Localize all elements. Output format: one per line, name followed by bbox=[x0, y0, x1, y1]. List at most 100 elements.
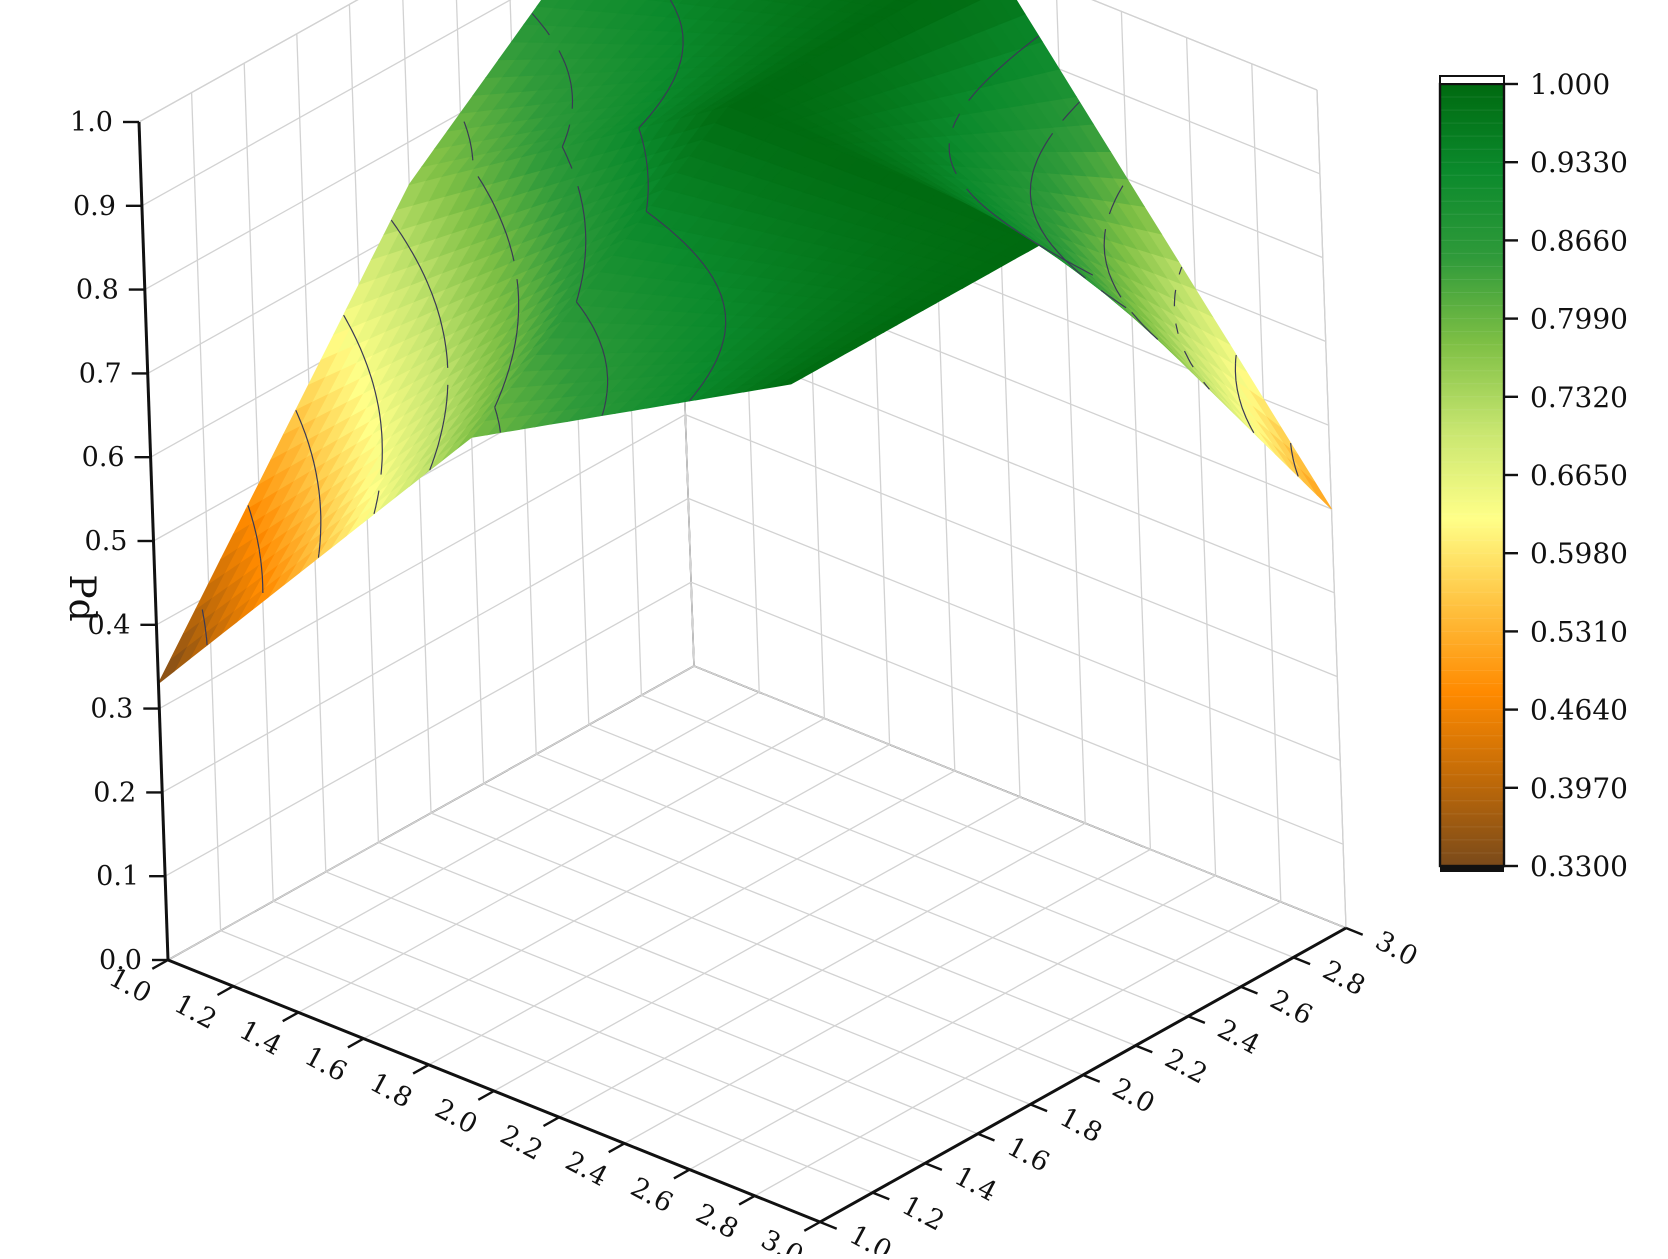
z-tick-label: 0.2 bbox=[93, 777, 136, 808]
surface-patch bbox=[849, 0, 875, 6]
surface-patch bbox=[552, 0, 577, 10]
x-tick-mark bbox=[1082, 1073, 1101, 1083]
axes bbox=[123, 120, 1364, 1232]
surface bbox=[157, 0, 1332, 684]
surface-patch bbox=[710, 0, 738, 10]
colorbar-tick-label: 0.5310 bbox=[1530, 615, 1628, 648]
wall-grid-line bbox=[1091, 0, 1318, 91]
colorbar-cap-bottom bbox=[1440, 866, 1504, 872]
x-tick-label: 3.0 bbox=[1370, 925, 1422, 973]
z-tick-label: 0.5 bbox=[85, 526, 128, 557]
z-tick-label: 0.7 bbox=[79, 358, 122, 389]
y-tick-label: 2.4 bbox=[560, 1146, 612, 1194]
x-tick-label: 1.0 bbox=[844, 1219, 896, 1254]
floor-grid-line bbox=[624, 848, 1151, 1144]
x-tick-mark bbox=[1292, 956, 1311, 966]
x-tick-mark bbox=[1240, 985, 1258, 995]
floor-grid-line bbox=[693, 665, 1347, 929]
colorbar: 0.3300 0.3970 0.4640 0.5310 0.5980 0.6650 0.73… bbox=[1438, 68, 1628, 883]
contour-line bbox=[343, 314, 1255, 515]
colorbar-tick-label: 0.3970 bbox=[1530, 772, 1628, 805]
colorbar-tick-label: 0.3300 bbox=[1530, 850, 1628, 883]
z-tick-label: 0.0 bbox=[99, 945, 142, 976]
surface-patch bbox=[678, 0, 701, 6]
x-tick-mark bbox=[1029, 1103, 1048, 1113]
y-tick-mark bbox=[803, 1220, 821, 1232]
colorbar-tick-label: 0.9330 bbox=[1530, 146, 1628, 179]
x-tick-label: 2.2 bbox=[1160, 1043, 1212, 1091]
wall-grid-line bbox=[1251, 63, 1282, 902]
y-tick-label: 2.6 bbox=[625, 1172, 677, 1220]
floor-grid-line bbox=[689, 875, 1216, 1171]
wall-grid-line bbox=[138, 0, 359, 123]
y-tick-label: 1.8 bbox=[365, 1067, 417, 1115]
z-tick-label: 0.6 bbox=[82, 442, 125, 473]
x-tick-label: 1.2 bbox=[897, 1190, 949, 1238]
z-tick-label: 1.0 bbox=[70, 107, 113, 138]
wall-grid-line bbox=[141, 0, 512, 207]
x-tick-mark bbox=[819, 1220, 838, 1230]
floor-grid-line bbox=[558, 822, 1086, 1118]
contour-line bbox=[638, 0, 1094, 402]
x-tick-label: 2.0 bbox=[1107, 1072, 1159, 1120]
wall-grid-line bbox=[1120, 11, 1152, 850]
x-tick-label: 2.6 bbox=[1265, 984, 1317, 1032]
y-tick-label: 2.2 bbox=[495, 1119, 547, 1167]
colorbar-tick-label: 0.8660 bbox=[1530, 224, 1628, 257]
x-tick-label: 2.8 bbox=[1318, 955, 1370, 1003]
contour-line bbox=[295, 409, 1299, 558]
x-tick-mark bbox=[924, 1162, 943, 1172]
floor-grid-line bbox=[535, 753, 1189, 1017]
surface-patch bbox=[964, 0, 981, 6]
y-tick-label: 2.0 bbox=[430, 1093, 482, 1141]
colorbar-tick-label: 0.4640 bbox=[1530, 694, 1628, 727]
surface-patch bbox=[760, 0, 775, 2]
z-tick-label: 0.1 bbox=[96, 861, 139, 892]
z-tick-label: 0.3 bbox=[90, 694, 133, 725]
colorbar-cap-top bbox=[1439, 75, 1505, 85]
y-tick-mark bbox=[412, 1063, 430, 1075]
floor-grid-line bbox=[641, 694, 1294, 959]
y-tick-mark bbox=[673, 1168, 691, 1180]
y-tick-label: 1.2 bbox=[169, 988, 221, 1036]
z-tick-label: 0.9 bbox=[73, 191, 116, 222]
colorbar-tick-label: 0.7990 bbox=[1530, 303, 1628, 336]
y-tick-mark bbox=[738, 1194, 756, 1206]
colorbar-gradient bbox=[1440, 84, 1504, 866]
surface-patch bbox=[803, 0, 834, 9]
surface-patch bbox=[647, 0, 665, 2]
x-tick-label: 1.8 bbox=[1055, 1102, 1107, 1150]
surface-patch bbox=[661, 0, 683, 4]
x-tick-mark bbox=[1345, 926, 1364, 936]
y-tick-mark bbox=[216, 985, 234, 997]
surface-patch bbox=[865, 0, 897, 9]
z-axis-label: Pd bbox=[61, 574, 102, 621]
colorbar-tick-label: 0.6650 bbox=[1530, 459, 1628, 492]
y-tick-mark bbox=[477, 1089, 495, 1101]
x-tick-mark bbox=[872, 1191, 890, 1201]
y-tick-mark bbox=[347, 1037, 365, 1049]
floor-grid-line bbox=[483, 782, 1136, 1047]
y-tick-mark bbox=[282, 1011, 299, 1023]
colorbar-tick-label: 1.000 bbox=[1530, 68, 1610, 101]
floor-grid-line bbox=[588, 724, 1242, 988]
y-tick-label: 1.6 bbox=[299, 1041, 351, 1089]
surface-patch bbox=[568, 0, 595, 11]
x-tick-label: 1.4 bbox=[949, 1161, 1001, 1209]
colorbar-tick-label: 0.5980 bbox=[1530, 537, 1628, 570]
x-tick-mark bbox=[1187, 1015, 1206, 1025]
contour-line bbox=[531, 12, 1127, 416]
surface-patch bbox=[787, 0, 814, 7]
surface-patch bbox=[536, 0, 560, 9]
floor-grid-line bbox=[493, 796, 1021, 1092]
contour-line bbox=[247, 505, 264, 594]
surface-patch bbox=[837, 0, 854, 3]
floor-grid-line bbox=[754, 901, 1282, 1197]
surface-patch bbox=[895, 0, 919, 4]
contour-line bbox=[390, 219, 1210, 471]
y-tick-label: 1.4 bbox=[234, 1015, 286, 1063]
y-tick-mark bbox=[542, 1116, 560, 1128]
surface-patch bbox=[584, 0, 612, 12]
